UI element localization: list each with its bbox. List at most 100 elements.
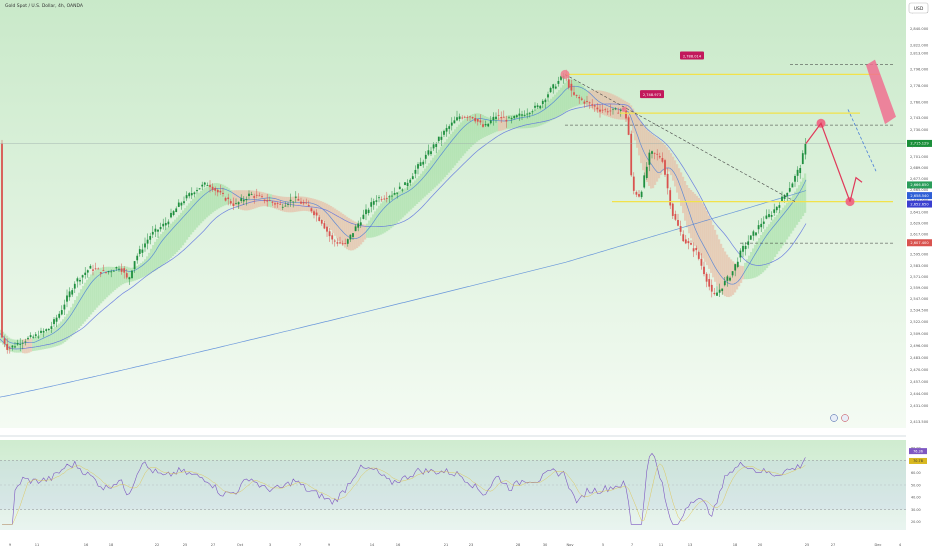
candle-body xyxy=(235,202,237,204)
cloud-segment xyxy=(188,203,191,238)
candle-body xyxy=(487,123,490,127)
cloud-segment xyxy=(490,118,493,135)
cloud-segment xyxy=(114,266,117,290)
candle-body xyxy=(518,113,521,116)
candle-body xyxy=(149,236,152,240)
candle-body xyxy=(492,116,495,121)
cloud-segment xyxy=(420,173,423,201)
candle-body xyxy=(40,330,42,333)
cloud-segment xyxy=(216,183,219,210)
candle-body xyxy=(627,117,630,135)
candle-body xyxy=(635,192,638,195)
candle-body xyxy=(294,196,297,198)
cloud-segment xyxy=(134,266,137,281)
cloud-segment xyxy=(476,113,479,142)
candle-body xyxy=(419,162,422,166)
cloud-segment xyxy=(492,118,495,134)
cloud-segment xyxy=(384,199,387,233)
candle-body xyxy=(549,87,552,93)
candle-body xyxy=(151,231,154,235)
time-tick-label: 23 xyxy=(469,543,474,547)
cloud-segment xyxy=(26,338,29,354)
cloud-segment xyxy=(542,105,545,125)
cloud-segment xyxy=(162,231,165,265)
cloud-segment xyxy=(166,227,169,262)
candle-body xyxy=(346,239,349,244)
cloud-segment xyxy=(750,252,753,279)
cloud-segment xyxy=(782,207,785,246)
cloud-segment xyxy=(596,90,599,112)
candle-body xyxy=(700,258,703,266)
cloud-segment xyxy=(664,144,667,170)
candle-body xyxy=(474,117,477,122)
cloud-segment xyxy=(448,136,451,173)
cloud-segment xyxy=(32,337,35,352)
cloud-segment xyxy=(288,196,291,213)
cloud-segment xyxy=(786,202,789,240)
cloud-segment xyxy=(496,118,499,132)
cloud-segment xyxy=(756,241,759,277)
candle-body xyxy=(458,116,461,119)
price-tick-label: 2,822.000 xyxy=(910,43,929,47)
candle-body xyxy=(648,152,651,165)
candle-body xyxy=(430,151,432,155)
candle-body xyxy=(94,268,97,270)
candle-body xyxy=(391,195,393,197)
time-tick-label: 18 xyxy=(109,543,114,547)
cloud-segment xyxy=(360,223,363,245)
candle-body xyxy=(359,222,362,226)
candle-body xyxy=(783,194,786,199)
candle-body xyxy=(651,151,653,154)
candle-body xyxy=(131,270,133,279)
cloud-segment xyxy=(694,193,697,246)
cloud-segment xyxy=(320,201,323,219)
candle-body xyxy=(684,239,687,244)
cloud-segment xyxy=(434,155,437,188)
cloud-segment xyxy=(700,200,703,256)
price-badge-bg xyxy=(907,192,932,200)
price-tick-label: 2,559.000 xyxy=(910,286,929,290)
time-tick-label: 16 xyxy=(84,543,89,547)
cloud-segment xyxy=(690,189,693,239)
candle-body xyxy=(24,341,27,343)
cloud-segment xyxy=(752,248,755,279)
cloud-segment xyxy=(594,90,597,111)
rsi-badge-bg xyxy=(909,457,927,464)
cloud-segment xyxy=(658,139,661,179)
price-tick-label: 2,743.000 xyxy=(910,116,929,120)
candle-body xyxy=(773,209,776,213)
time-tick-label: 20 xyxy=(758,543,763,547)
rsi-signal-line xyxy=(2,463,806,525)
candle-body xyxy=(255,194,258,196)
price-tick-label: 2,444.000 xyxy=(910,392,929,396)
cloud-segment xyxy=(478,113,481,141)
cloud-segment xyxy=(760,234,763,275)
cloud-segment xyxy=(608,92,611,118)
cloud-segment xyxy=(784,205,787,243)
cloud-segment xyxy=(742,266,745,280)
cloud-segment xyxy=(582,86,585,105)
candle-body xyxy=(219,190,222,193)
cloud-segment xyxy=(550,98,553,121)
cloud-segment xyxy=(504,116,507,130)
candle-body xyxy=(271,201,274,203)
candle-body xyxy=(799,168,802,174)
rsi-tick-label: 30.00 xyxy=(911,508,921,512)
candle-body xyxy=(690,243,692,245)
candle-body xyxy=(216,189,219,193)
time-tick-label: 11 xyxy=(35,543,40,547)
time-tick-label: 18 xyxy=(733,543,738,547)
price-badge: 2,666.850 xyxy=(910,183,929,187)
cloud-segment xyxy=(324,202,327,223)
currency-button[interactable] xyxy=(908,2,929,14)
cloud-segment xyxy=(604,91,607,116)
candle-body xyxy=(804,143,807,155)
price-tick-label: 2,689.000 xyxy=(910,166,929,170)
candle-body xyxy=(159,226,162,230)
cloud-segment xyxy=(526,113,529,129)
cloud-segment xyxy=(576,81,579,106)
candle-body xyxy=(333,240,336,242)
candle-body xyxy=(370,202,373,207)
candle-body xyxy=(417,164,419,169)
